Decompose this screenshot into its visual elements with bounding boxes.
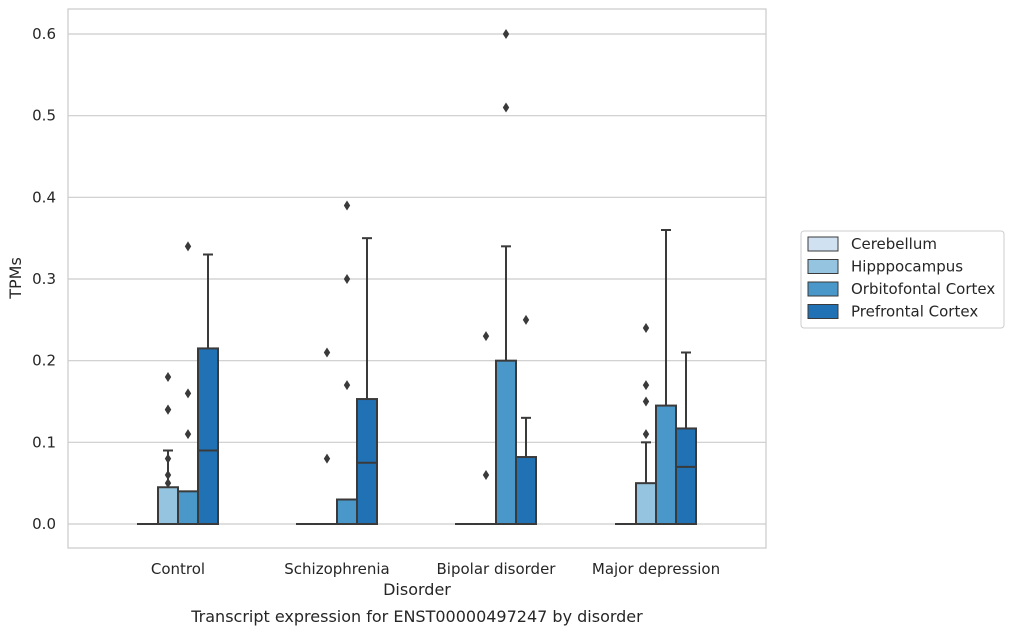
- outlier-point: [502, 29, 510, 39]
- box-3-2: [515, 314, 537, 525]
- box-body: [356, 398, 378, 525]
- y-tick-label: 0.3: [32, 270, 56, 288]
- box-body: [655, 404, 677, 526]
- outlier-point: [502, 102, 510, 113]
- y-tick-label: 0.4: [32, 188, 56, 206]
- outlier-point: [642, 396, 650, 407]
- outlier-point: [164, 478, 172, 489]
- outlier-point: [343, 200, 351, 211]
- outlier-point: [642, 429, 650, 440]
- y-axis-label: TPMs: [6, 257, 25, 300]
- box-body: [157, 486, 179, 525]
- legend-frame: [800, 230, 1005, 329]
- outlier-point: [164, 470, 172, 480]
- x-axis-label: Disorder: [383, 580, 451, 599]
- y-tick-label: 0.6: [32, 25, 56, 43]
- x-axis-ticks: Control Schizophrenia Bipolar disorder Majo…: [151, 560, 720, 578]
- box-3-3: [675, 351, 697, 526]
- y-tick-label: 0.5: [32, 107, 56, 125]
- box-body: [336, 498, 358, 525]
- legend-label: Prefrontal Cortex: [851, 303, 978, 321]
- box-3-0: [197, 253, 219, 525]
- outlier-point: [642, 323, 650, 333]
- y-axis-ticks: 0.0 0.1 0.2 0.3 0.4 0.5 0.6: [32, 25, 56, 533]
- box-1-0: [157, 372, 179, 525]
- box-body: [177, 490, 199, 526]
- box-2-2: [495, 29, 517, 525]
- outlier-point: [164, 453, 172, 464]
- outlier-point: [184, 388, 192, 399]
- legend-swatch: [807, 236, 839, 252]
- legend: Cerebellum Hipppocampus Orbitofontal Corte…: [800, 230, 1005, 329]
- box-body: [635, 482, 657, 525]
- y-tick-label: 0.1: [32, 433, 56, 451]
- outlier-point: [323, 347, 331, 358]
- x-tick-label: Schizophrenia: [284, 560, 389, 578]
- outlier-point: [482, 470, 490, 480]
- outlier-point: [184, 241, 192, 252]
- plot-frame: [67, 8, 767, 549]
- box-body: [515, 456, 537, 525]
- y-tick-label: 0.2: [32, 352, 56, 370]
- outlier-point: [482, 331, 490, 342]
- box-3-1: [356, 237, 378, 525]
- outlier-point: [164, 372, 172, 382]
- box-1-2: [475, 331, 497, 526]
- outlier-point: [343, 274, 351, 284]
- legend-label: Cerebellum: [851, 235, 937, 253]
- x-tick-label: Control: [151, 560, 205, 578]
- box-plots: [137, 29, 697, 526]
- legend-swatch: [807, 281, 839, 297]
- box-body: [197, 347, 219, 525]
- y-tick-label: 0.0: [32, 515, 56, 533]
- outlier-point: [642, 380, 650, 391]
- outlier-point: [343, 380, 351, 391]
- x-tick-label: Bipolar disorder: [437, 560, 557, 578]
- outlier-point: [323, 453, 331, 464]
- legend-label: Hipppocampus: [851, 258, 963, 276]
- legend-label: Orbitofontal Cortex: [851, 280, 995, 298]
- x-tick-label: Major depression: [592, 560, 720, 578]
- outlier-point: [184, 429, 192, 440]
- outlier-point: [522, 314, 530, 325]
- legend-swatch: [807, 259, 839, 274]
- legend-swatch: [807, 304, 839, 319]
- chart-caption: Transcript expression for ENST0000049724…: [190, 607, 643, 626]
- box-body: [675, 427, 697, 526]
- outlier-point: [164, 404, 172, 415]
- box-body: [495, 359, 517, 525]
